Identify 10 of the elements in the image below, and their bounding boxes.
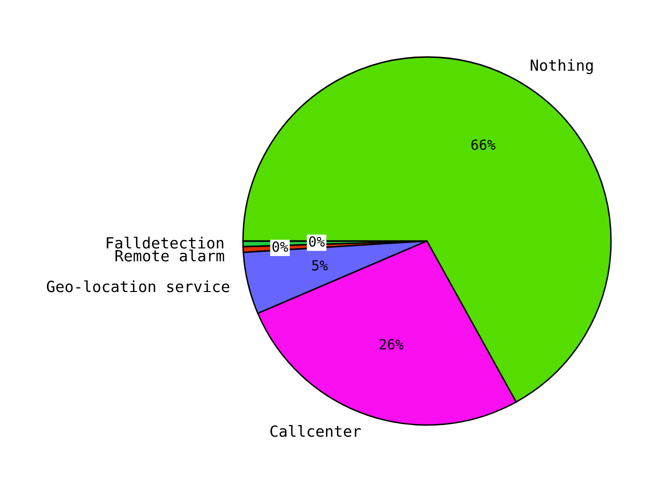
data-label: 66% xyxy=(471,139,496,150)
data-label: 0% xyxy=(309,236,325,247)
data-label: 5% xyxy=(312,260,328,271)
data-label: 26% xyxy=(380,338,404,350)
slice-label: Remote alarm xyxy=(116,250,224,262)
slice-label: Geo-location service xyxy=(46,280,230,292)
slice-label: Nothing xyxy=(530,59,593,74)
slice-label: Falldetection xyxy=(106,236,224,249)
data-label: 0% xyxy=(272,241,288,252)
slice-label: Callcenter xyxy=(270,425,361,437)
